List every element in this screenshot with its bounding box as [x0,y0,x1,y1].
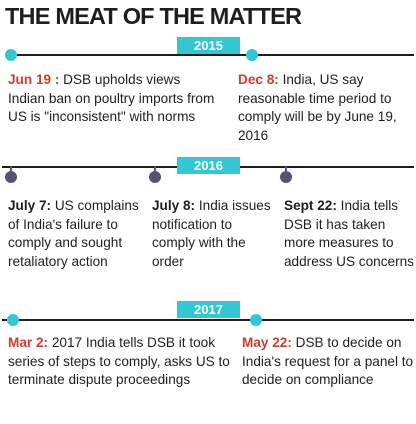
timeline-event-july-7: July 7: US complains of India's failure … [8,197,144,271]
event-text: India tells DSB it has taken more measur… [284,198,414,269]
timeline-event-july-8: July 8: India issues notification to com… [152,197,272,271]
event-text: DSB upholds views Indian ban on poultry … [8,72,215,124]
event-date: Dec 8: [238,72,279,87]
timeline-event-dec-8: Dec 8: India, US say reasonable time per… [238,71,413,145]
timeline-marker [149,171,161,183]
event-date: Jun 19 : [8,72,60,87]
event-text: US complains of India's failure to compl… [8,198,139,269]
timeline-marker [246,49,258,61]
year-label-2016: 2016 [177,157,240,174]
event-date: Mar 2: [8,335,49,350]
event-text: DSB to decide on India's request for a p… [242,335,414,387]
event-date: July 7: [8,198,52,213]
timeline-axis-2015 [10,54,414,56]
year-label-2017: 2017 [177,301,240,318]
event-text: 2017 India tells DSB it took series of s… [8,335,230,387]
timeline-marker [7,314,19,326]
timeline-event-jun-19: Jun 19 : DSB upholds views Indian ban on… [8,71,220,127]
event-text: India, US say reasonable time period to … [238,72,397,143]
timeline-event-may-22: May 22: DSB to decide on India's request… [242,334,416,390]
timeline-marker [5,49,17,61]
year-label-2015: 2015 [177,37,240,54]
timeline-marker [280,171,292,183]
timeline-event-sept-22: Sept 22: India tells DSB it has taken mo… [284,197,414,271]
timeline-axis-2017 [2,319,414,321]
event-text: India issues notification to comply with… [152,198,271,269]
timeline-marker [250,314,262,326]
infographic-title: THE MEAT OF THE MATTER [5,3,302,29]
event-date: Sept 22: [284,198,337,213]
timeline-marker [5,171,17,183]
event-date: July 8: [152,198,196,213]
event-date: May 22: [242,335,292,350]
timeline-event-mar-2: Mar 2: 2017 India tells DSB it took seri… [8,334,230,390]
